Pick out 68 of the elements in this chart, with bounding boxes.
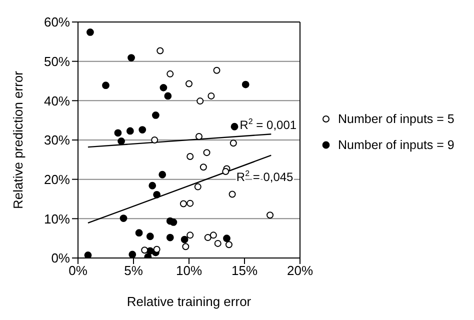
legend-label: Number of inputs = 9 bbox=[338, 138, 454, 152]
point bbox=[118, 137, 125, 145]
point bbox=[164, 92, 172, 100]
point bbox=[213, 66, 220, 74]
x-tick-label: 20% bbox=[286, 263, 314, 278]
point bbox=[242, 80, 250, 88]
x-tick-label: 10% bbox=[176, 263, 202, 278]
point bbox=[204, 234, 212, 242]
point bbox=[186, 153, 194, 160]
point bbox=[135, 229, 143, 237]
point bbox=[153, 190, 161, 198]
y-tick-label: 40% bbox=[44, 93, 70, 108]
point bbox=[146, 232, 154, 240]
point bbox=[102, 82, 110, 90]
point bbox=[223, 234, 230, 242]
annotation: R$^{2}$ = 0,001 bbox=[240, 116, 297, 132]
point bbox=[160, 84, 168, 92]
point bbox=[194, 183, 202, 190]
point bbox=[266, 212, 274, 219]
point bbox=[210, 232, 217, 239]
legend-label: Number of inputs = 5 bbox=[338, 112, 454, 126]
point bbox=[186, 232, 194, 239]
point bbox=[166, 234, 174, 242]
point bbox=[208, 92, 215, 100]
annotation: R$^{2}$ = 0,045 bbox=[236, 168, 294, 184]
point bbox=[200, 164, 207, 171]
y-tick-label: 50% bbox=[44, 54, 70, 69]
point bbox=[114, 129, 122, 137]
point bbox=[230, 140, 237, 147]
x-axis-title: Relative training error bbox=[126, 294, 252, 309]
point bbox=[195, 132, 202, 140]
point bbox=[153, 246, 160, 253]
x-tick-label: 0% bbox=[68, 263, 88, 278]
point bbox=[203, 149, 210, 156]
point bbox=[186, 80, 192, 88]
point bbox=[158, 170, 166, 178]
point bbox=[152, 112, 160, 119]
point bbox=[170, 218, 178, 226]
point bbox=[182, 243, 190, 250]
point bbox=[126, 127, 134, 135]
y-tick-label: 60% bbox=[44, 14, 70, 30]
y-axis-title: Relative prediction error bbox=[10, 70, 26, 210]
point bbox=[151, 136, 158, 144]
point bbox=[128, 54, 135, 62]
point bbox=[222, 168, 230, 175]
point bbox=[230, 122, 238, 130]
y-tick-label: 10% bbox=[44, 211, 70, 226]
point bbox=[156, 47, 164, 54]
point bbox=[148, 182, 156, 190]
y-tick-label: 20% bbox=[44, 172, 70, 187]
point bbox=[166, 70, 174, 78]
point bbox=[228, 190, 236, 198]
point bbox=[128, 250, 136, 258]
y-tick-label: 30% bbox=[44, 132, 70, 148]
x-tick-label: 5% bbox=[124, 263, 144, 278]
point bbox=[86, 28, 94, 36]
point bbox=[225, 241, 232, 248]
point bbox=[180, 200, 187, 208]
x-tick-label: 15% bbox=[231, 263, 258, 278]
point bbox=[141, 246, 148, 254]
point bbox=[214, 240, 222, 247]
point bbox=[120, 214, 128, 222]
y-tick-label: 0% bbox=[51, 250, 70, 266]
point bbox=[186, 200, 194, 207]
point bbox=[180, 236, 188, 244]
point bbox=[138, 126, 146, 134]
point bbox=[84, 252, 92, 258]
point bbox=[196, 98, 204, 105]
